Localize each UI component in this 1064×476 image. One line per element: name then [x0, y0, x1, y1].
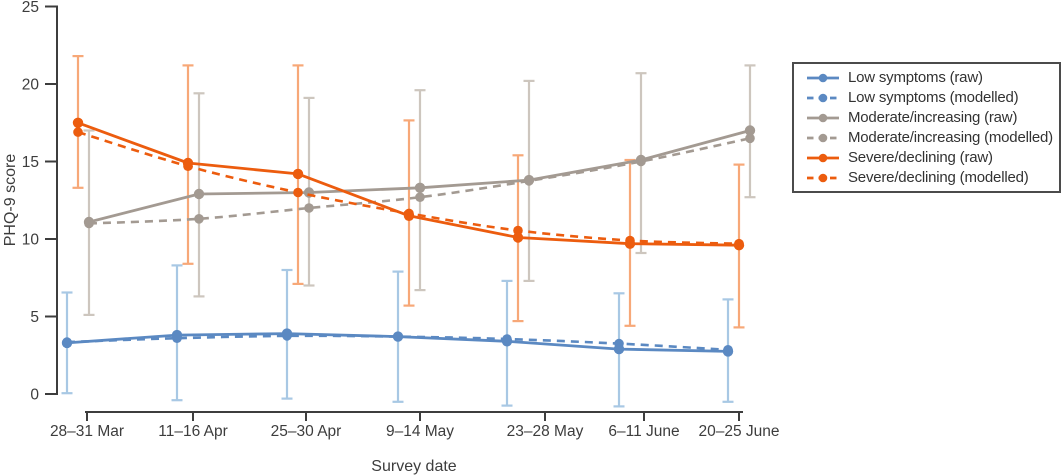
x-tick-label: 28–31 Mar [50, 423, 124, 440]
legend-item-label: Low symptoms (modelled) [848, 89, 1019, 106]
legend-item-label: Severe/declining (modelled) [848, 169, 1029, 186]
x-axis-title: Survey date [371, 458, 456, 475]
x-tick-label: 23–28 May [507, 423, 584, 440]
severe-raw-point [72, 117, 84, 128]
severe-raw-point [512, 232, 524, 243]
y-tick-label: 15 [22, 154, 39, 171]
severe-modelled-point [73, 127, 83, 137]
low-raw-point [392, 331, 404, 342]
legend-item-label: Low symptoms (raw) [848, 69, 983, 86]
legend-item-low-modelled: Low symptoms (modelled) [806, 88, 1059, 107]
error-bars-severe [72, 54, 745, 329]
legend-sample-solid-line-icon [807, 113, 839, 122]
y-axis: 0 5 10 15 20 25 PHQ-9 score [2, 0, 58, 404]
legend-item-label: Severe/declining (raw) [848, 149, 993, 166]
low-raw-point [61, 337, 73, 349]
severe-raw-point [624, 238, 636, 249]
moderate-modelled-point [194, 214, 204, 224]
x-tick-label: 11–16 Apr [158, 423, 228, 440]
x-tick-label: 25–30 Apr [271, 423, 342, 440]
x-axis: 28–31 Mar 11–16 Apr 25–30 Apr 9–14 May 23–28… [50, 411, 780, 475]
moderate-modelled-point [304, 203, 314, 213]
legend-item-severe-raw: Severe/declining (raw) [806, 148, 1059, 167]
legend-item-label: Moderate/increasing (raw) [848, 109, 1018, 126]
y-tick-label: 10 [22, 232, 40, 249]
legend-item-low-raw: Low symptoms (raw) [806, 68, 1059, 87]
series-group-low [61, 328, 734, 357]
x-tick-label: 6–11 June [608, 423, 679, 440]
low-raw-point [501, 336, 513, 347]
moderate-raw-point [744, 125, 756, 136]
legend-sample-dashed-line-icon [807, 173, 839, 182]
moderate-raw-point [523, 174, 535, 186]
legend-box: Low symptoms (raw) Low symptoms (modelle… [792, 62, 1061, 193]
legend-item-moderate-raw: Moderate/increasing (raw) [806, 108, 1059, 127]
y-axis-title: PHQ-9 score [2, 154, 19, 247]
legend-sample-solid-line-icon [807, 73, 839, 82]
x-tick-label: 9–14 May [386, 423, 454, 440]
low-raw-point [171, 329, 183, 341]
y-tick-label: 25 [22, 0, 39, 16]
y-tick-label: 0 [30, 387, 39, 404]
series-group-severe [72, 117, 745, 251]
severe-raw-point [182, 157, 194, 169]
low-raw-point [281, 328, 293, 339]
low-raw-point [722, 346, 734, 357]
x-tick-label: 20–25 June [698, 423, 779, 440]
y-tick-label: 20 [22, 77, 40, 94]
low-raw-point [613, 343, 625, 355]
moderate-raw-point [193, 188, 205, 200]
legend-sample-dashed-line-icon [807, 133, 839, 142]
y-tick-label: 5 [30, 309, 39, 326]
legend-item-severe-modelled: Severe/declining (modelled) [806, 168, 1059, 187]
severe-raw-point [733, 240, 745, 251]
moderate-modelled-point [415, 192, 425, 202]
moderate-raw-point [83, 216, 95, 228]
legend-sample-dashed-line-icon [807, 93, 839, 102]
legend-item-label: Moderate/increasing (modelled) [848, 129, 1053, 146]
severe-modelled-point [293, 187, 303, 198]
series-group-moderate [83, 125, 756, 229]
moderate-raw-point [414, 182, 426, 193]
severe-raw-point [292, 168, 304, 180]
legend-item-moderate-modelled: Moderate/increasing (modelled) [806, 128, 1059, 147]
severe-raw-point [403, 210, 415, 221]
moderate-modelled-point [745, 133, 755, 144]
moderate-raw-point [635, 154, 647, 166]
legend-sample-solid-line-icon [807, 153, 839, 162]
